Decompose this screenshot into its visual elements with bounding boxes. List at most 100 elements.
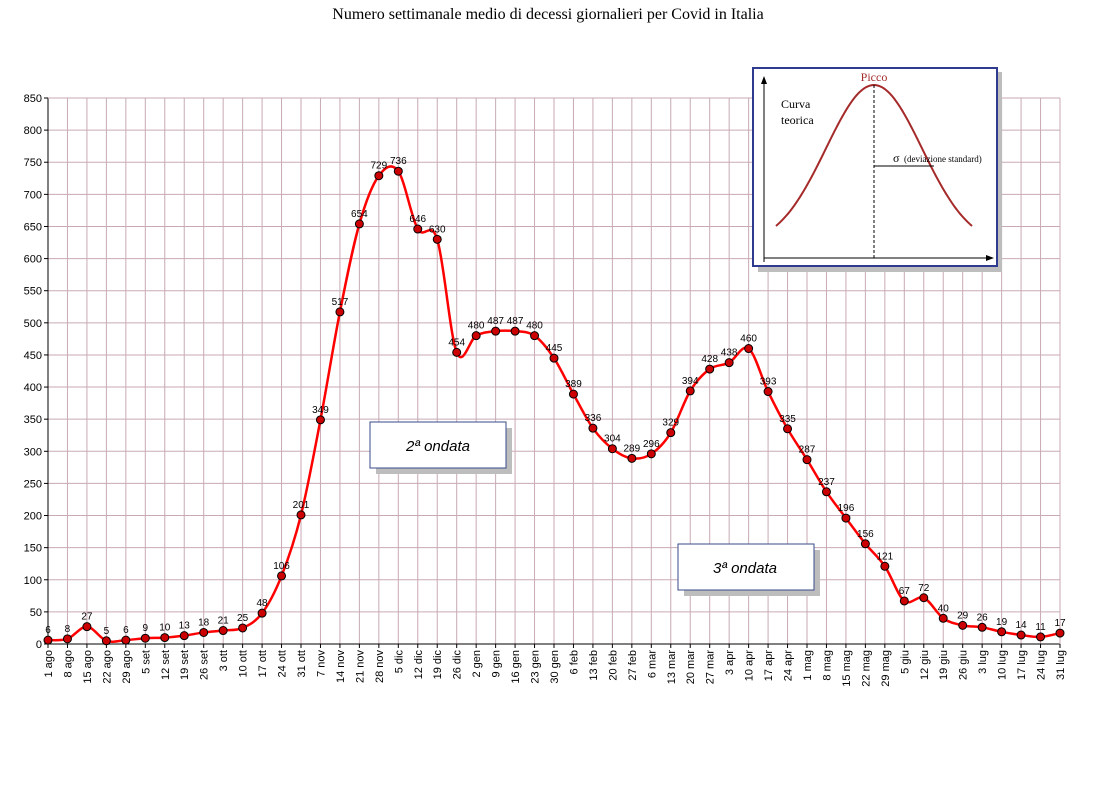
data-point	[62, 634, 72, 644]
x-tick-label: 14 nov	[335, 650, 347, 684]
data-label: 25	[237, 613, 249, 624]
data-label: 5	[104, 626, 110, 637]
data-point	[549, 353, 559, 363]
x-tick-label: 7 nov	[315, 650, 327, 677]
data-label: 517	[332, 297, 349, 308]
x-tick-label: 28 nov	[374, 650, 386, 684]
data-label: 8	[65, 624, 71, 635]
x-tick-label: 26 set	[199, 650, 211, 680]
data-point	[510, 326, 520, 336]
data-point	[530, 331, 540, 341]
data-label: 106	[273, 561, 290, 572]
axes	[44, 97, 1061, 648]
data-label: 9	[143, 623, 149, 634]
x-tick-label: 2 gen	[471, 650, 483, 678]
data-label: 630	[429, 224, 446, 235]
data-point	[82, 622, 92, 632]
y-tick-label: 400	[24, 382, 42, 394]
data-point	[666, 428, 676, 438]
data-point	[101, 636, 111, 646]
data-point	[705, 364, 715, 374]
data-point	[899, 596, 909, 606]
annotation-2a-ondata-text: 2ª ondata	[405, 438, 470, 455]
x-tick-label: 29 mag	[880, 650, 892, 687]
data-point	[238, 623, 248, 633]
x-tick-label: 19 giu	[938, 650, 950, 680]
data-point	[413, 224, 423, 234]
x-tick-label: 31 lug	[1055, 650, 1067, 680]
data-label: 289	[624, 443, 641, 454]
data-label: 14	[1016, 620, 1028, 631]
data-label: 729	[371, 161, 388, 172]
data-label: 389	[565, 379, 582, 390]
x-tick-label: 1 mag	[802, 650, 814, 681]
y-tick-label: 850	[24, 93, 42, 105]
data-label: 393	[760, 377, 777, 388]
data-point	[763, 387, 773, 397]
y-tick-label: 350	[24, 414, 42, 426]
data-point	[354, 219, 364, 229]
data-point	[140, 633, 150, 643]
data-label: 480	[468, 321, 485, 332]
data-point	[568, 389, 578, 399]
x-tick-label: 6 mar	[646, 650, 658, 678]
x-tick-label: 6 feb	[568, 650, 580, 674]
y-tick-label: 450	[24, 350, 42, 362]
y-tick-label: 200	[24, 511, 42, 523]
data-label: 304	[604, 434, 621, 445]
x-tick-label: 17 apr	[763, 650, 775, 682]
data-point	[860, 539, 870, 549]
data-label: 67	[899, 586, 911, 597]
x-tick-label: 10 ott	[238, 650, 250, 678]
x-tick-label: 24 ott	[277, 650, 289, 678]
x-tick-label: 5 dic	[393, 650, 405, 674]
inset-sigma-text: (deviazione standard)	[904, 154, 982, 164]
data-point	[646, 449, 656, 459]
data-point	[588, 423, 598, 433]
x-tick-label: 22 ago	[101, 650, 113, 684]
inset-sigma-symbol: σ	[893, 151, 900, 165]
data-point	[315, 415, 325, 425]
data-point	[491, 326, 501, 336]
data-label: 18	[198, 617, 210, 628]
data-point	[296, 510, 306, 520]
data-point	[1036, 632, 1046, 642]
x-tick-label: 9 gen	[491, 650, 503, 678]
data-label: 19	[996, 617, 1008, 628]
inset-label-line2: teorica	[781, 113, 814, 127]
data-point	[841, 513, 851, 523]
data-label: 646	[409, 214, 426, 225]
x-tick-label: 3 ott	[218, 650, 230, 671]
data-labels: 6 8 27 5 6 9 10 13 18 21 25 48 106 201 349 517 654 729 736…	[45, 156, 1066, 637]
y-tick-label: 750	[24, 157, 42, 169]
x-tick-label: 20 mar	[685, 650, 697, 685]
x-tick-label: 19 dic	[432, 650, 444, 680]
x-tick-label: 26 dic	[452, 650, 464, 680]
data-label: 454	[448, 337, 465, 348]
data-point	[277, 571, 287, 581]
y-tick-label: 250	[24, 478, 42, 490]
x-tick-label: 15 mag	[841, 650, 853, 687]
x-tick-label: 13 feb	[588, 650, 600, 681]
data-label: 27	[81, 612, 93, 623]
inset-panel: Curva teorica Picco σ (deviazione standa…	[752, 67, 1002, 272]
data-label: 10	[159, 623, 171, 634]
inset-y-arrow-icon	[761, 76, 767, 84]
x-tick-label: 5 set	[140, 650, 152, 674]
y-tick-label: 600	[24, 254, 42, 266]
x-axis-ticks: 1 ago 8 ago 15 ago 22 ago 29 ago 5 set 12 set 1…	[43, 650, 1067, 687]
data-point	[607, 444, 617, 454]
x-tick-label: 29 ago	[121, 650, 133, 684]
data-label: 480	[526, 321, 543, 332]
data-label: 6	[123, 625, 129, 636]
data-point	[997, 627, 1007, 637]
data-label: 329	[662, 418, 679, 429]
y-tick-label: 150	[24, 543, 42, 555]
annotation-2a-ondata: 2ª ondata	[369, 421, 512, 474]
y-tick-label: 50	[30, 607, 42, 619]
data-point	[744, 344, 754, 354]
x-tick-label: 12 giu	[919, 650, 931, 680]
data-label: 121	[877, 551, 894, 562]
data-label: 736	[390, 156, 407, 167]
x-tick-label: 16 gen	[510, 650, 522, 684]
